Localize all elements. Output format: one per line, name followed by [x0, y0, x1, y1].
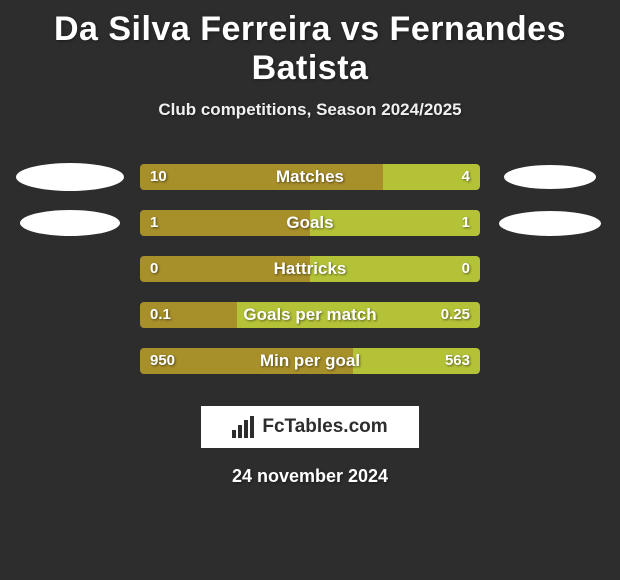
comparison-infographic: Da Silva Ferreira vs Fernandes Batista C…	[0, 0, 620, 580]
stat-right-value: 1	[462, 210, 470, 236]
stat-bar: 0.10.25Goals per match	[140, 302, 480, 328]
marker-ellipse	[16, 163, 124, 191]
marker-ellipse	[499, 211, 601, 236]
bar-chart-icon	[232, 416, 258, 438]
right-marker-slot	[480, 154, 620, 200]
stat-left-value: 0	[150, 256, 158, 282]
bar-left-segment	[140, 210, 310, 236]
bar-right-segment	[310, 210, 480, 236]
stat-row: 950563Min per goal	[0, 338, 620, 384]
bar-right-segment	[310, 256, 480, 282]
stat-bar: 104Matches	[140, 164, 480, 190]
stat-right-value: 563	[445, 348, 470, 374]
left-marker-slot	[0, 246, 140, 292]
stat-row: 0.10.25Goals per match	[0, 292, 620, 338]
stat-right-value: 4	[462, 164, 470, 190]
date: 24 november 2024	[0, 466, 620, 487]
left-marker-slot	[0, 154, 140, 200]
stat-left-value: 0.1	[150, 302, 171, 328]
stat-bar: 00Hattricks	[140, 256, 480, 282]
right-marker-slot	[480, 292, 620, 338]
marker-ellipse	[20, 210, 120, 236]
stat-bar: 11Goals	[140, 210, 480, 236]
stat-right-value: 0	[462, 256, 470, 282]
page-title: Da Silva Ferreira vs Fernandes Batista	[0, 0, 620, 88]
logo-text: FcTables.com	[262, 416, 387, 438]
marker-ellipse	[504, 165, 596, 189]
left-marker-slot	[0, 292, 140, 338]
stat-left-value: 950	[150, 348, 175, 374]
left-marker-slot	[0, 338, 140, 384]
right-marker-slot	[480, 338, 620, 384]
stat-right-value: 0.25	[441, 302, 470, 328]
right-marker-slot	[480, 246, 620, 292]
bar-left-segment	[140, 256, 310, 282]
stat-bar: 950563Min per goal	[140, 348, 480, 374]
logo-box: FcTables.com	[201, 406, 419, 448]
left-marker-slot	[0, 200, 140, 246]
bar-left-segment	[140, 164, 383, 190]
logo: FcTables.com	[232, 416, 387, 438]
stat-row: 104Matches	[0, 154, 620, 200]
subtitle: Club competitions, Season 2024/2025	[0, 100, 620, 120]
stat-row: 11Goals	[0, 200, 620, 246]
stat-left-value: 1	[150, 210, 158, 236]
chart-area: 104Matches11Goals00Hattricks0.10.25Goals…	[0, 154, 620, 384]
stat-left-value: 10	[150, 164, 167, 190]
right-marker-slot	[480, 200, 620, 246]
stat-row: 00Hattricks	[0, 246, 620, 292]
